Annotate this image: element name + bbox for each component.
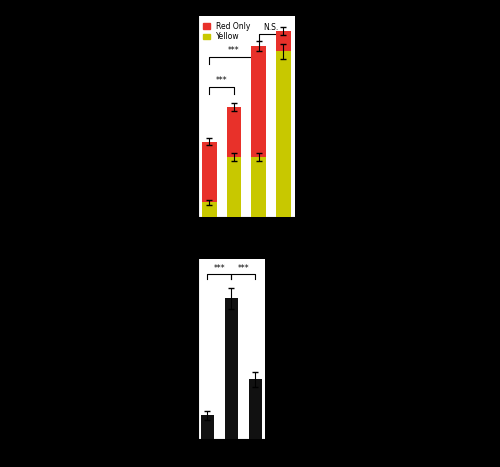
Text: ***: *** <box>238 264 249 273</box>
Bar <box>251 46 266 157</box>
Legend: Red Only, Yellow: Red Only, Yellow <box>202 20 252 43</box>
Bar <box>276 31 290 51</box>
Y-axis label: GFPⁿLTRⁿ dots/ cell: GFPⁿLTRⁿ dots/ cell <box>168 313 176 385</box>
Bar <box>226 157 242 217</box>
Bar <box>202 142 216 202</box>
Bar <box>200 415 214 439</box>
Text: ***: *** <box>228 46 240 55</box>
Bar <box>251 157 266 217</box>
Bar <box>248 379 262 439</box>
Text: ***: *** <box>216 76 228 85</box>
Bar <box>226 106 242 157</box>
Bar <box>276 51 290 217</box>
Y-axis label: Dots/cell: Dots/cell <box>162 99 170 135</box>
Bar <box>202 202 216 217</box>
Text: ***: *** <box>214 264 225 273</box>
Bar <box>224 298 238 439</box>
Text: N.S.: N.S. <box>263 23 278 32</box>
